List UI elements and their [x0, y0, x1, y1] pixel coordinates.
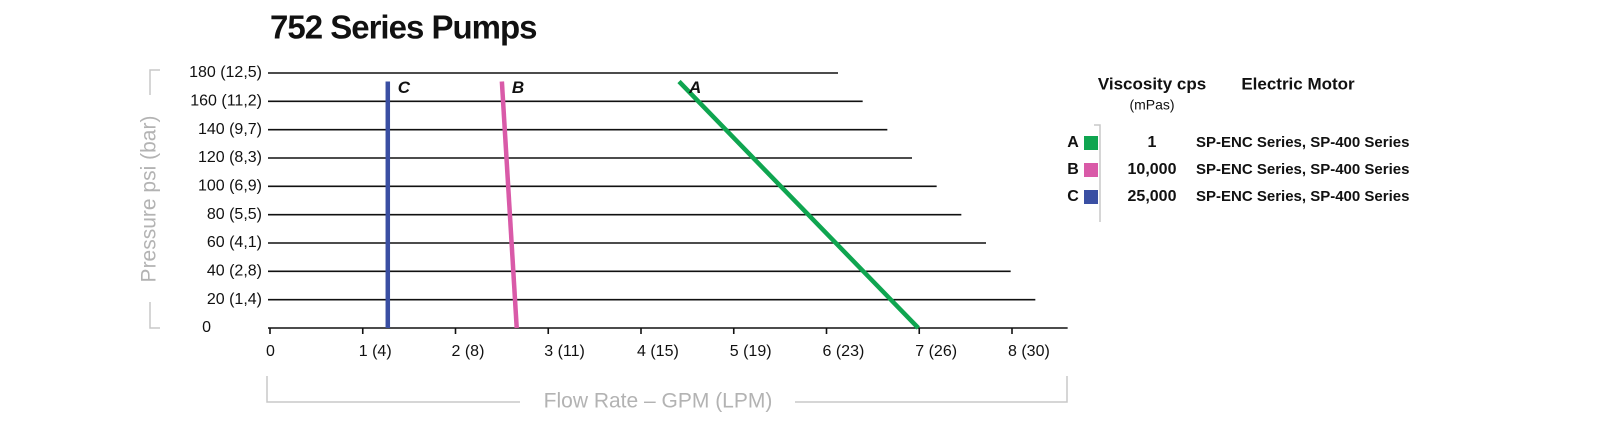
legend-key: A [1067, 134, 1079, 151]
legend-key: C [1067, 188, 1079, 205]
x-tick-label: 1 (4) [359, 343, 392, 360]
y-tick-label: 60 (4,1) [207, 234, 262, 251]
y-axis-title: Pressure psi (bar) [138, 116, 161, 283]
legend-swatch [1084, 163, 1098, 177]
line-label: A [688, 78, 701, 97]
legend-header: Electric Motor [1241, 74, 1355, 93]
legend-header-unit: (mPas) [1129, 97, 1174, 113]
series-line [677, 79, 920, 330]
x-axis-title: Flow Rate – GPM (LPM) [544, 390, 773, 413]
legend-swatch [1084, 136, 1098, 150]
x-tick-label: 8 (30) [1008, 343, 1050, 360]
y-tick-label: 140 (9,7) [198, 121, 262, 138]
legend-motor: SP-ENC Series, SP-400 Series [1196, 161, 1409, 178]
x-axis-bracket [266, 376, 1068, 403]
x-tick-label: 6 (23) [823, 343, 865, 360]
y-tick-label: 40 (2,8) [207, 263, 262, 280]
x-tick-label: 3 (11) [544, 343, 585, 360]
x-tick-label: 0 [266, 343, 275, 360]
legend-motor: SP-ENC Series, SP-400 Series [1196, 134, 1409, 151]
y-tick-label: 100 (6,9) [198, 178, 262, 195]
y-tick-label: 180 (12,5) [189, 64, 262, 81]
y-tick-label: 20 (1,4) [207, 291, 262, 308]
legend-viscosity: 25,000 [1128, 188, 1177, 205]
legend-viscosity: 1 [1148, 134, 1157, 151]
line-label: B [512, 78, 524, 97]
legend-bracket [1094, 124, 1101, 222]
legend-key: B [1067, 161, 1079, 178]
legend-header: Viscosity cps [1098, 74, 1206, 93]
line-label: C [398, 78, 411, 97]
legend-swatch [1084, 190, 1098, 204]
y-axis-bracket [149, 69, 160, 329]
series-line [499, 81, 519, 329]
y-tick-label: 80 (5,5) [207, 206, 262, 223]
y-tick-label: 120 (8,3) [198, 149, 262, 166]
legend-viscosity: 10,000 [1128, 161, 1177, 178]
x-tick-label: 4 (15) [637, 343, 679, 360]
x-tick-label: 2 (8) [452, 343, 485, 360]
y-tick-label: 160 (11,2) [190, 93, 262, 110]
y-tick-label: 0 [202, 319, 211, 336]
legend-motor: SP-ENC Series, SP-400 Series [1196, 188, 1409, 205]
x-tick-label: 5 (19) [730, 343, 772, 360]
x-tick-label: 7 (26) [915, 343, 957, 360]
chart-title: 752 Series Pumps [270, 9, 537, 46]
